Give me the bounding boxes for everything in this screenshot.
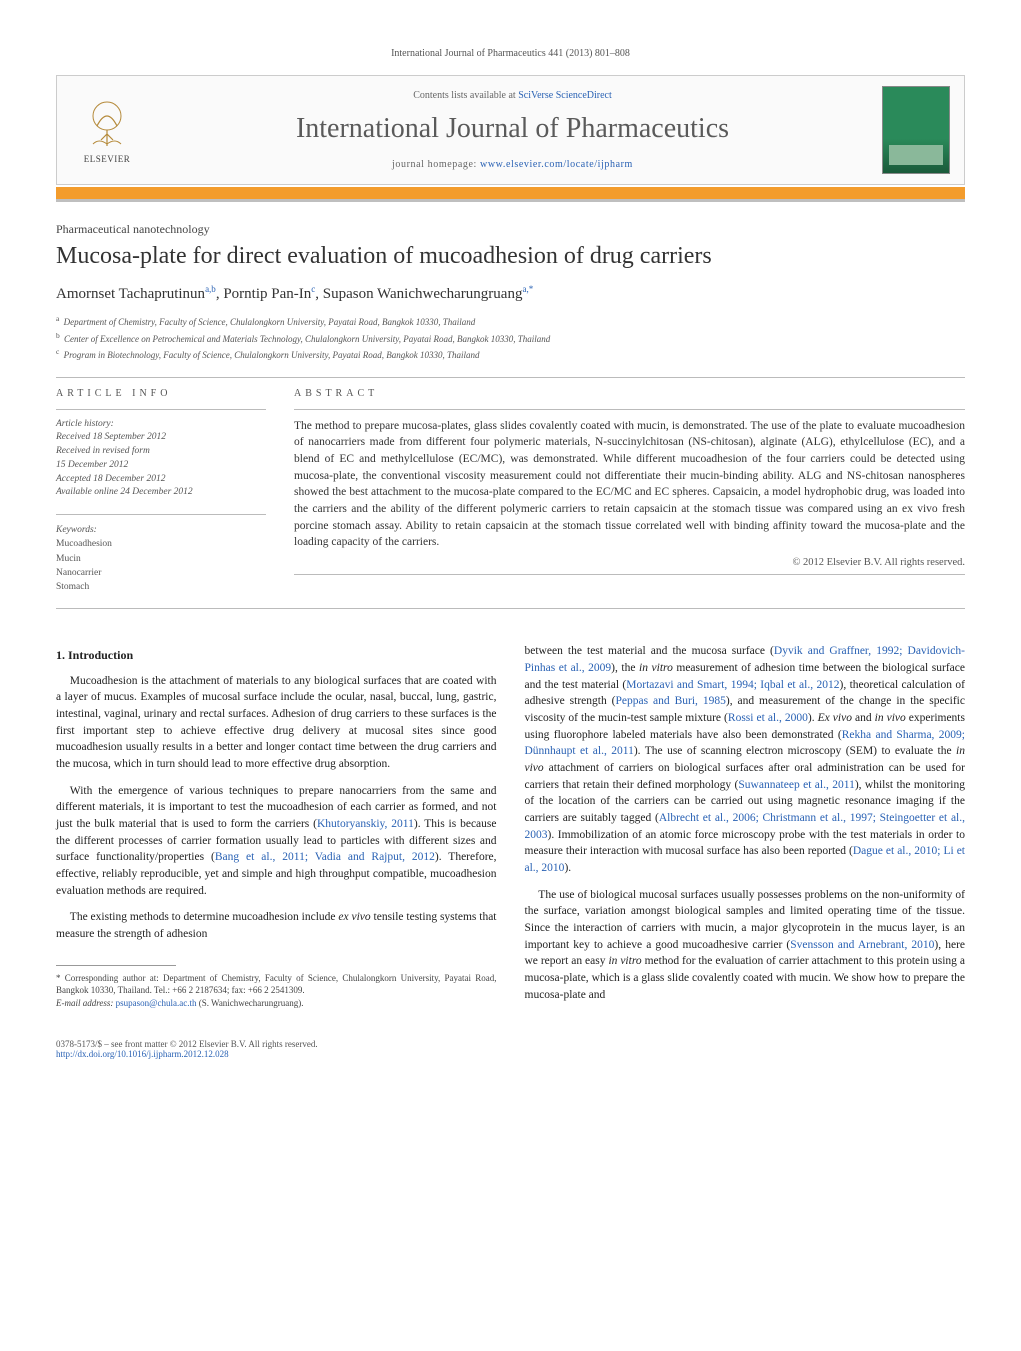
footer-bar: 0378-5173/$ – see front matter © 2012 El…: [56, 1039, 965, 1059]
text-run: ). The use of scanning electron microsco…: [634, 745, 956, 757]
email-link[interactable]: psupason@chula.ac.th: [116, 998, 197, 1008]
abstract-head: ABSTRACT: [294, 388, 965, 399]
abstract-column: ABSTRACT The method to prepare mucosa-pl…: [294, 388, 965, 595]
citation-link[interactable]: Bang et al., 2011; Vadia and Rajput, 201…: [215, 851, 435, 863]
keywords-label: Keywords:: [56, 523, 266, 537]
elsevier-logo: ELSEVIER: [71, 90, 143, 170]
citation-link[interactable]: Peppas and Buri, 1985: [616, 695, 726, 707]
homepage-link[interactable]: www.elsevier.com/locate/ijpharm: [480, 159, 633, 170]
paragraph: between the test material and the mucosa…: [525, 643, 966, 876]
paragraph: The use of biological mucosal surfaces u…: [525, 887, 966, 1004]
contents-available-line: Contents lists available at SciVerse Sci…: [157, 90, 868, 101]
italic-term: in vivo: [875, 712, 906, 724]
affiliations: a Department of Chemistry, Faculty of Sc…: [56, 313, 965, 363]
divider: [56, 377, 965, 378]
text-run: ).: [564, 862, 571, 874]
divider: [56, 409, 266, 410]
text-run: and: [852, 712, 875, 724]
text-run: The existing methods to determine mucoad…: [70, 911, 339, 923]
text-run: between the test material and the mucosa…: [525, 645, 774, 657]
article-title: Mucosa-plate for direct evaluation of mu…: [56, 243, 965, 270]
divider: [56, 514, 266, 515]
abstract-copyright: © 2012 Elsevier B.V. All rights reserved…: [294, 557, 965, 568]
citation-link[interactable]: Rossi et al., 2000: [728, 712, 808, 724]
email-label: E-mail address:: [56, 998, 116, 1008]
text-run: (S. Wanichwecharungruang).: [196, 998, 303, 1008]
italic-term: ex vivo: [338, 911, 370, 923]
article-info-column: ARTICLE INFO Article history: Received 1…: [56, 388, 266, 595]
journal-cover-thumbnail: [882, 86, 950, 174]
journal-reference: International Journal of Pharmaceutics 4…: [56, 48, 965, 59]
footnotes: * Corresponding author at: Department of…: [56, 972, 497, 1010]
homepage-line: journal homepage: www.elsevier.com/locat…: [157, 159, 868, 170]
body-text: 1. Introduction Mucoadhesion is the atta…: [56, 643, 965, 1013]
citation-link[interactable]: Suwannateep et al., 2011: [738, 779, 854, 791]
paragraph: Mucoadhesion is the attachment of materi…: [56, 673, 497, 773]
divider: [294, 409, 965, 410]
divider: [56, 608, 965, 609]
elsevier-tree-icon: [79, 96, 135, 152]
italic-term: Ex vivo: [818, 712, 852, 724]
authors-list: Amornset Tachaprutinuna,b, Porntip Pan-I…: [56, 284, 965, 303]
abstract-text: The method to prepare mucosa-plates, gla…: [294, 418, 965, 551]
section-heading-1: 1. Introduction: [56, 647, 497, 664]
citation-link[interactable]: Mortazavi and Smart, 1994; Iqbal et al.,…: [626, 679, 839, 691]
doi-link[interactable]: http://dx.doi.org/10.1016/j.ijpharm.2012…: [56, 1049, 229, 1059]
article-info-head: ARTICLE INFO: [56, 388, 266, 399]
article-section-tag: Pharmaceutical nanotechnology: [56, 222, 965, 237]
paragraph: The existing methods to determine mucoad…: [56, 909, 497, 942]
italic-term: in vitro: [608, 955, 641, 967]
journal-header: ELSEVIER Contents lists available at Sci…: [56, 75, 965, 185]
corresponding-author-note: * Corresponding author at: Department of…: [56, 972, 497, 997]
article-history: Article history: Received 18 September 2…: [56, 418, 266, 501]
divider-bar: [56, 199, 965, 202]
paragraph: With the emergence of various techniques…: [56, 783, 497, 900]
contents-prefix: Contents lists available at: [413, 90, 518, 101]
sciencedirect-link[interactable]: SciVerse ScienceDirect: [518, 90, 612, 101]
text-run: ), the: [611, 662, 639, 674]
accent-bar: [56, 187, 965, 199]
front-matter-line: 0378-5173/$ – see front matter © 2012 El…: [56, 1039, 318, 1049]
citation-link[interactable]: Khutoryanskiy, 2011: [317, 818, 414, 830]
keywords-block: Keywords: MucoadhesionMucinNanocarrierSt…: [56, 523, 266, 594]
footnote-separator: [56, 965, 176, 966]
history-label: Article history:: [56, 418, 266, 432]
italic-term: in vitro: [639, 662, 673, 674]
citation-link[interactable]: Svensson and Arnebrant, 2010: [790, 939, 934, 951]
text-run: ).: [808, 712, 818, 724]
homepage-prefix: journal homepage:: [392, 159, 480, 170]
publisher-name: ELSEVIER: [84, 154, 131, 164]
journal-title: International Journal of Pharmaceutics: [157, 113, 868, 145]
divider: [294, 574, 965, 575]
